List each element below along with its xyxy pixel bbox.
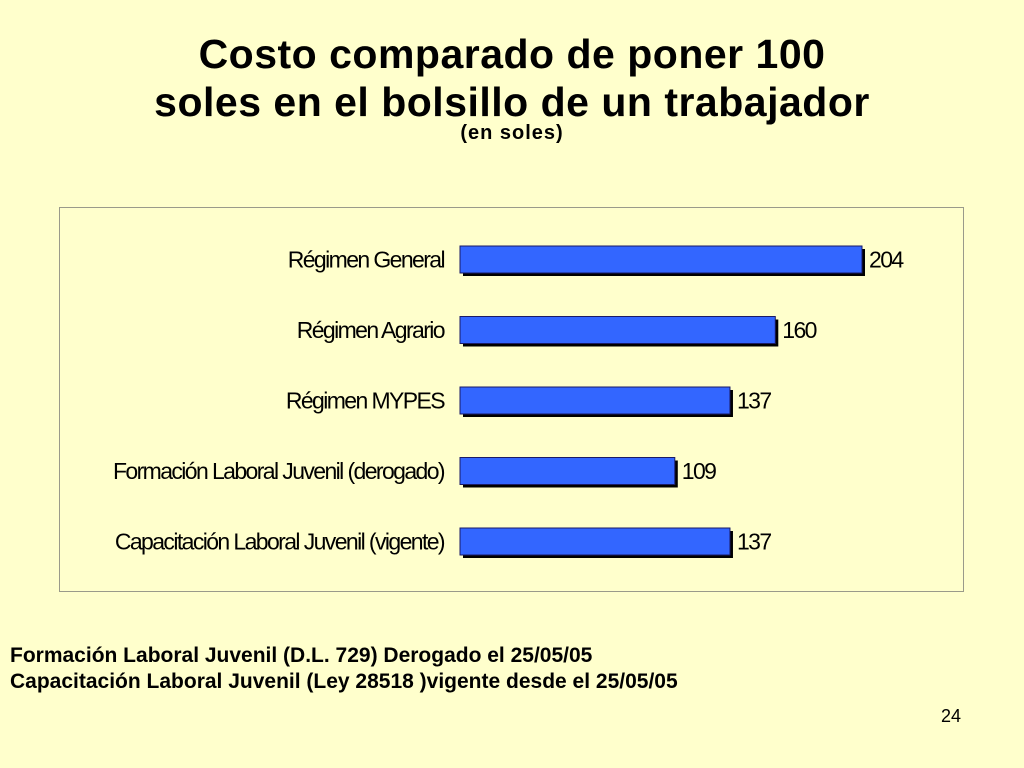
page-number: 24 [941, 706, 962, 726]
bar [459, 527, 731, 556]
bar [459, 245, 863, 274]
footnotes: Formación Laboral Juvenil (D.L. 729) Der… [10, 643, 678, 695]
slide-title: Costo comparado de poner 100 soles en el… [0, 30, 1024, 144]
bar [459, 386, 731, 415]
title-line-1: Costo comparado de poner 100 [198, 31, 826, 77]
category-label: Régimen Agrario [297, 317, 445, 343]
value-label: 137 [737, 529, 771, 555]
value-label: 137 [737, 388, 771, 414]
value-label: 160 [782, 317, 816, 343]
chart-area: Régimen General 204 Régimen Agrario 160 Régi… [59, 207, 964, 592]
category-label: Formación Laboral Juvenil (derogado) [113, 458, 445, 484]
bar-chart: Régimen General 204 Régimen Agrario 160 Régi… [113, 245, 906, 558]
bar [459, 457, 676, 485]
footnote-formacion: Formación Laboral Juvenil (D.L. 729) Der… [10, 644, 593, 667]
category-label: Régimen General [288, 247, 445, 273]
footnote-capacitacion: Capacitación Laboral Juvenil (Ley 28518 … [10, 670, 678, 693]
category-label: Capacitación Laboral Juvenil (vigente) [115, 529, 445, 555]
bar [459, 316, 776, 344]
category-label: Régimen MYPES [286, 388, 445, 414]
value-label: 109 [682, 458, 716, 484]
value-label: 204 [869, 247, 904, 273]
chart-subtitle: (en soles) [460, 122, 564, 144]
title-line-2: soles en el bolsillo de un trabajador [154, 79, 870, 125]
